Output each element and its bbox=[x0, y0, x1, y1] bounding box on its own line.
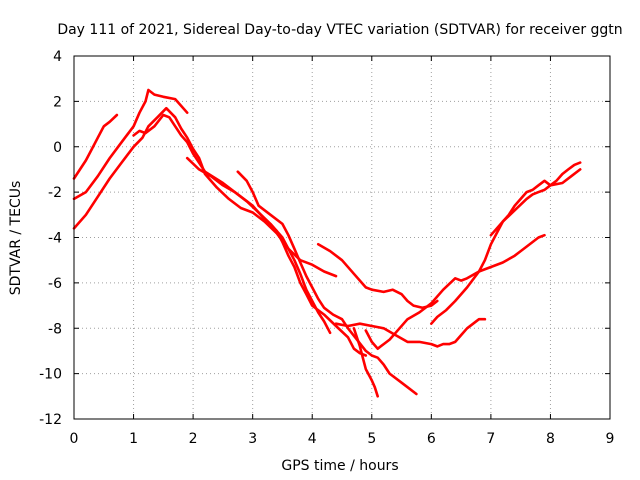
x-tick-label: 4 bbox=[308, 431, 317, 447]
x-tick-label: 0 bbox=[70, 431, 79, 447]
y-axis-label: SDTVAR / TECUs bbox=[8, 181, 24, 296]
series-arc-12 bbox=[489, 161, 582, 237]
y-tick-label: -2 bbox=[48, 185, 62, 201]
series-arc-1 bbox=[72, 113, 119, 180]
x-axis-label: GPS time / hours bbox=[281, 458, 398, 474]
y-tick-label: -8 bbox=[48, 321, 62, 337]
x-tick-label: 9 bbox=[606, 431, 615, 447]
series-arc-9 bbox=[364, 233, 546, 350]
series-arc-10 bbox=[352, 327, 379, 398]
y-tick-label: -10 bbox=[39, 367, 62, 383]
y-tick-label: -4 bbox=[48, 231, 62, 247]
x-tick-label: 5 bbox=[367, 431, 376, 447]
x-tick-label: 2 bbox=[189, 431, 198, 447]
x-tick-label: 8 bbox=[546, 431, 555, 447]
y-tick-label: 0 bbox=[53, 140, 62, 156]
y-tick-label: 4 bbox=[53, 49, 62, 65]
chart-title: Day 111 of 2021, Sidereal Day-to-day VTE… bbox=[57, 22, 622, 38]
x-tick-label: 6 bbox=[427, 431, 436, 447]
series-arc-2 bbox=[72, 88, 189, 201]
series-arc-5 bbox=[185, 156, 338, 278]
series-arc-6 bbox=[236, 170, 418, 396]
x-tick-label: 7 bbox=[486, 431, 495, 447]
series-group bbox=[72, 88, 582, 398]
grid bbox=[74, 56, 610, 419]
y-tick-label: -6 bbox=[48, 276, 62, 292]
y-tick-label: -12 bbox=[39, 412, 62, 428]
series-arc-7 bbox=[316, 243, 439, 310]
x-tick-label: 1 bbox=[129, 431, 138, 447]
x-tick-label: 3 bbox=[248, 431, 257, 447]
y-tick-label: 2 bbox=[53, 94, 62, 110]
axis-ticks: 0 1 2 3 4 5 6 7 8 9 -12 -10 -8 -6 -4 -2 0 2 4 bbox=[39, 49, 614, 447]
series-arc-8 bbox=[334, 317, 487, 348]
